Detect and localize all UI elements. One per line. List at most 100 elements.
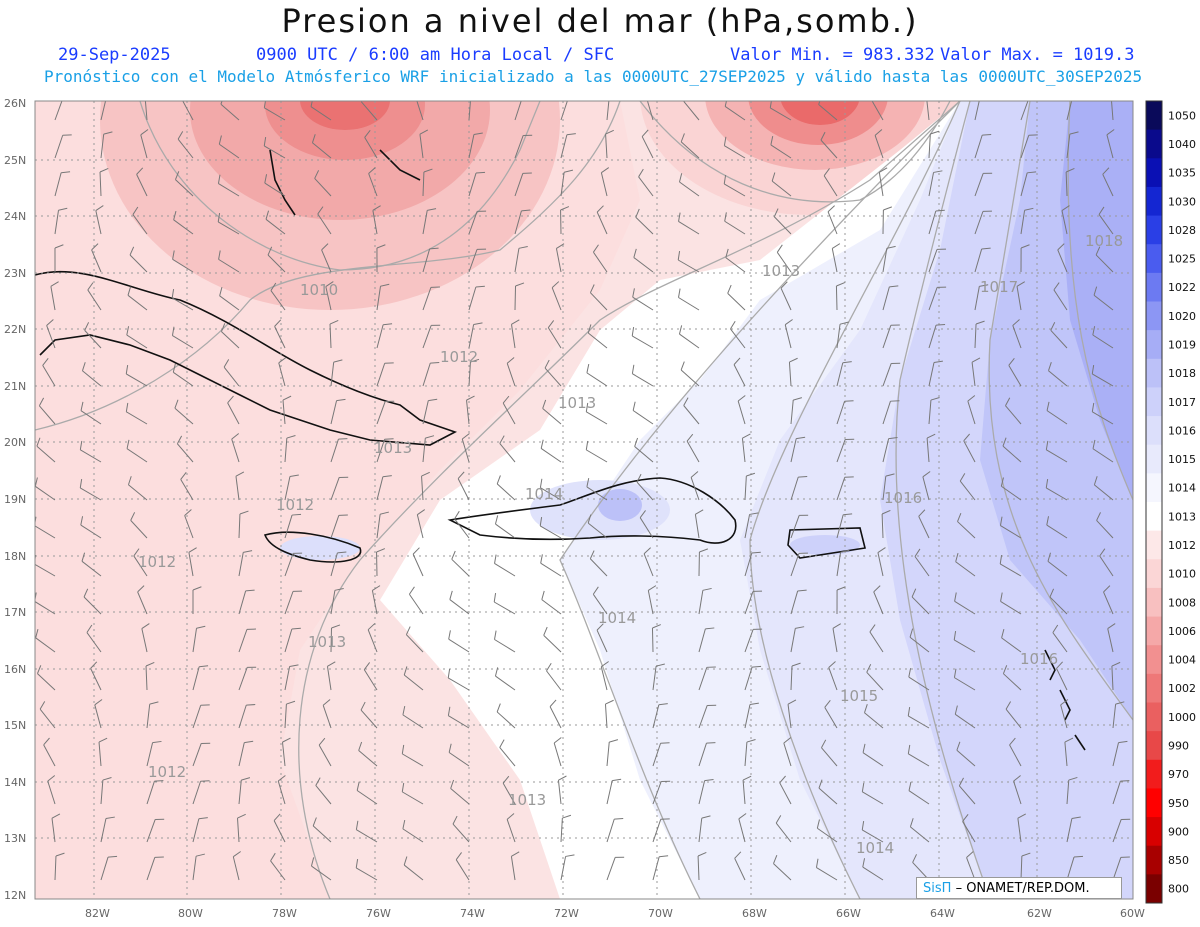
max-value: Valor Max. = 1019.3 xyxy=(940,45,1135,65)
wind-barb xyxy=(80,410,102,425)
wind-barb-flag xyxy=(589,550,595,559)
wind-barb xyxy=(274,326,286,349)
wind-barb xyxy=(882,438,890,463)
wind-barb xyxy=(698,590,704,615)
wind-barb xyxy=(974,324,977,349)
wind-barb xyxy=(823,175,838,197)
colorbar-swatch xyxy=(1146,215,1162,245)
wind-barb-flag xyxy=(770,135,774,146)
lat-label: 25N xyxy=(4,154,26,167)
wind-barb-flag xyxy=(1096,512,1101,521)
wind-barb-flag xyxy=(935,209,945,212)
wind-barb-flag xyxy=(244,740,254,744)
wind-barb-flag xyxy=(502,395,510,404)
wind-barb-flag xyxy=(494,667,499,677)
contour-label: 1012 xyxy=(148,763,186,781)
wind-barb-flag xyxy=(94,699,103,706)
wind-barb xyxy=(790,515,800,539)
wind-barb xyxy=(723,183,746,197)
wind-barb xyxy=(836,324,841,349)
lon-labels: 82W 80W 78W 76W 74W 72W 70W 68W 66W 64W … xyxy=(85,907,1145,920)
wind-barb xyxy=(1000,525,1022,539)
wind-barb xyxy=(422,287,432,311)
wind-barb-flag xyxy=(322,699,331,706)
colorbar-swatch xyxy=(1146,272,1162,302)
wind-barb-flag xyxy=(312,817,317,827)
wind-barb xyxy=(98,742,102,767)
wind-barb-flag xyxy=(188,547,197,553)
wind-barb-flag xyxy=(1008,357,1015,366)
wind-barb xyxy=(192,666,200,691)
wind-barb-flag xyxy=(245,589,255,592)
wind-barb xyxy=(376,324,384,349)
wind-barb xyxy=(355,867,378,881)
wind-barb xyxy=(514,210,522,235)
colorbar-label: 1000 xyxy=(1168,711,1196,724)
wind-barb xyxy=(86,632,102,653)
wind-barb-flag xyxy=(403,856,408,866)
wind-barb xyxy=(448,638,470,653)
wind-barb xyxy=(953,639,976,653)
wind-barb-flag xyxy=(263,101,266,108)
wind-barb-flag xyxy=(241,777,251,781)
wind-barb xyxy=(422,438,426,463)
wind-barb-flag xyxy=(586,477,590,488)
wind-barb xyxy=(744,742,748,767)
wind-barb-flag xyxy=(981,247,991,250)
wind-barb xyxy=(652,666,657,691)
wind-barb-flag xyxy=(219,286,223,296)
wind-barb xyxy=(1066,780,1070,805)
wind-barb-flag xyxy=(596,205,604,213)
wind-barb xyxy=(329,324,332,349)
wind-barb xyxy=(376,401,386,425)
wind-barb-flag xyxy=(38,397,45,407)
wind-barb xyxy=(217,221,240,235)
wind-barb-flag xyxy=(541,590,545,600)
wind-barb-flag xyxy=(55,852,65,857)
wind-barb-flag xyxy=(416,91,423,97)
wind-barb-flag xyxy=(678,325,683,335)
wind-barb xyxy=(698,818,703,843)
wind-barb xyxy=(514,173,524,197)
wind-barb xyxy=(496,711,516,729)
wind-barb-flag xyxy=(367,623,376,631)
wind-barb-flag xyxy=(1000,477,1004,487)
wind-barb xyxy=(816,867,838,881)
wind-barb xyxy=(652,704,660,729)
wind-barb-flag xyxy=(494,515,499,525)
wind-barb xyxy=(133,555,148,577)
wind-barb xyxy=(1066,134,1071,159)
wind-barb xyxy=(140,134,148,159)
wind-barb-flag xyxy=(177,131,184,140)
wind-barb-flag xyxy=(451,550,456,560)
wind-barb xyxy=(862,829,884,843)
wind-barb xyxy=(499,747,516,767)
colorbar-label: 900 xyxy=(1168,825,1189,838)
wind-barb-flag xyxy=(980,95,989,96)
wind-barb xyxy=(330,590,336,615)
colorbar-swatch xyxy=(1146,444,1162,474)
wind-barb xyxy=(698,780,706,805)
wind-barb xyxy=(790,400,794,425)
wind-barb xyxy=(1005,708,1022,729)
wind-barb-flag xyxy=(1091,364,1095,374)
colorbar-label: 990 xyxy=(1168,739,1189,752)
wind-barb-flag xyxy=(423,168,433,173)
wind-barb xyxy=(494,639,516,653)
wind-barb xyxy=(775,822,792,843)
wind-barb xyxy=(1111,101,1114,121)
lat-label: 20N xyxy=(4,436,26,449)
wind-barb xyxy=(37,673,56,691)
colorbar-label: 1030 xyxy=(1168,195,1196,208)
wind-barb xyxy=(54,135,64,159)
wind-barb xyxy=(882,476,887,501)
wind-barb xyxy=(47,780,56,805)
wind-barb-flag xyxy=(553,737,562,744)
wind-barb xyxy=(448,715,470,729)
wind-barb xyxy=(1098,214,1114,235)
wind-barb-flag xyxy=(331,624,341,629)
wind-barb xyxy=(87,289,102,311)
wind-barb-flag xyxy=(1053,282,1060,291)
wind-barb xyxy=(284,591,294,615)
wind-barb xyxy=(962,821,976,843)
